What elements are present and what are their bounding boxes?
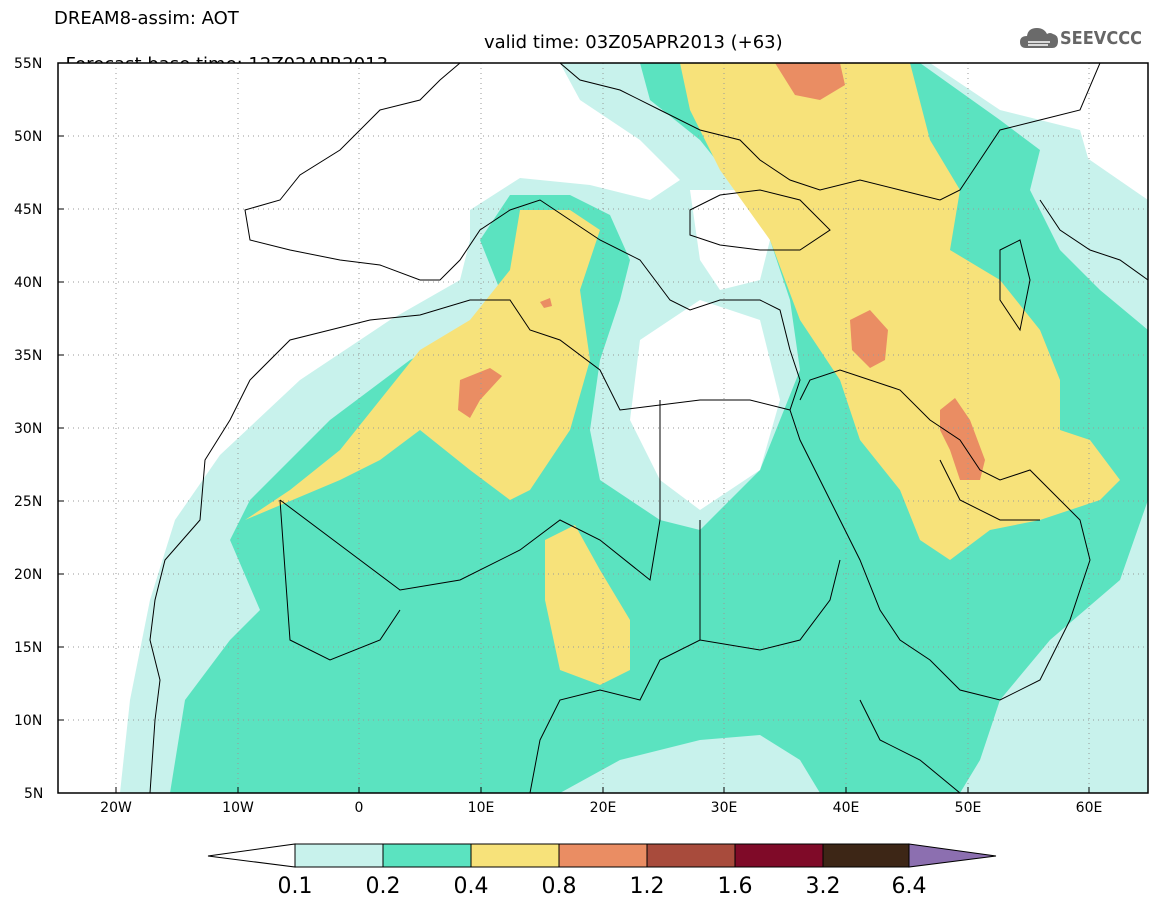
aot-band-0.8-algeria — [458, 368, 502, 418]
aot-band-0.1-lower-east — [560, 735, 820, 793]
lat-tick-label: 20N — [14, 567, 42, 583]
lat-axis: 55N 50N 45N 40N 35N 30N 25N 20N 15N 10N … — [14, 56, 43, 802]
colorbar-seg — [558, 843, 648, 868]
aot-band-0.4-east — [680, 63, 1120, 560]
lat-tick-label: 10N — [14, 713, 42, 729]
lon-tick-label: 50E — [955, 800, 982, 816]
lon-tick-label: 40E — [833, 800, 860, 816]
aot-band-0.8-tunisia — [540, 298, 552, 308]
colorbar — [207, 843, 997, 868]
colorbar-label: 1.2 — [630, 874, 665, 899]
aot-band-0.4-chad — [545, 525, 630, 685]
colorbar-seg — [207, 843, 296, 868]
valid-time-label: valid time: 03Z05APR2013 (+63) — [484, 32, 783, 53]
colorbar-seg — [470, 843, 560, 868]
lat-tick-label: 55N — [14, 56, 42, 72]
lon-tick-label: 30E — [711, 800, 738, 816]
colorbar-label: 3.2 — [806, 874, 841, 899]
aot-band-0.8-gulf — [940, 398, 985, 480]
lon-axis: 20W 10W 0 10E 20E 30E 40E 50E 60E — [100, 800, 1102, 816]
colorbar-seg — [382, 843, 472, 868]
lat-tick-label: 40N — [14, 275, 42, 291]
lat-tick-label: 25N — [14, 494, 42, 510]
colorbar-label: 6.4 — [892, 874, 927, 899]
lon-tick-label: 10E — [468, 800, 495, 816]
aot-clear-black-sea — [690, 190, 770, 290]
map-grid — [58, 63, 1148, 793]
colorbar-seg — [908, 843, 997, 868]
colorbar-label: 0.2 — [366, 874, 401, 899]
lat-tick-label: 45N — [14, 202, 42, 218]
cloud-logo-icon — [1020, 28, 1058, 48]
colorbar-label: 0.4 — [454, 874, 489, 899]
lat-tick-label: 5N — [24, 786, 43, 802]
aot-band-0.8-iraq — [850, 310, 888, 368]
lat-tick-label: 50N — [14, 129, 42, 145]
lon-tick-label: 20W — [100, 800, 132, 816]
lat-tick-label: 30N — [14, 421, 42, 437]
colorbar-label: 1.6 — [718, 874, 753, 899]
aot-band-0.8-russia — [775, 63, 845, 100]
colorbar-labels: 0.1 0.2 0.4 0.8 1.2 1.6 3.2 6.4 — [278, 874, 927, 899]
colorbar-label: 0.8 — [542, 874, 577, 899]
coastlines — [149, 63, 1148, 793]
aot-clear-east-med — [630, 300, 780, 510]
colorbar-seg — [734, 843, 824, 868]
colorbar-seg — [646, 843, 736, 868]
aot-band-0.4-sahara — [245, 210, 600, 520]
lat-tick-label: 15N — [14, 640, 42, 656]
lon-tick-label: 60E — [1076, 800, 1103, 816]
lon-tick-label: 10W — [222, 800, 254, 816]
map-title: DREAM8-assim: AOT — [54, 8, 239, 29]
colorbar-seg — [294, 843, 384, 868]
logo-text: SEEVCCC — [1060, 28, 1142, 49]
lon-tick-label: 0 — [355, 800, 364, 816]
aot-fields — [58, 63, 1148, 793]
colorbar-label: 0.1 — [278, 874, 313, 899]
colorbar-seg — [822, 843, 910, 868]
lat-tick-label: 35N — [14, 348, 42, 364]
lon-tick-label: 20E — [590, 800, 617, 816]
